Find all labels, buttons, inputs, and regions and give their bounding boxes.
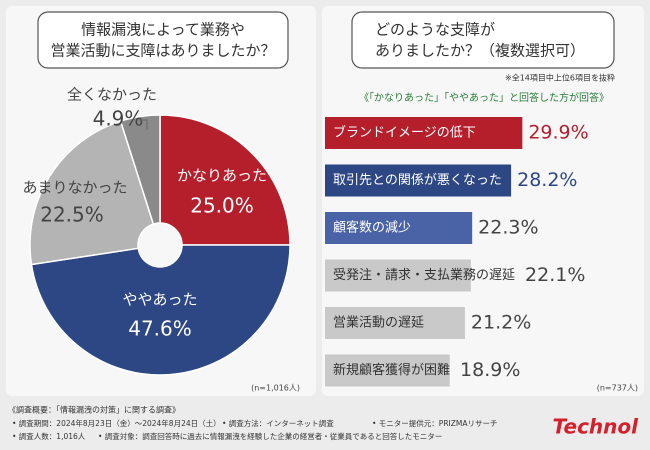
bar	[325, 354, 450, 387]
bar-label: 取引先との関係が悪くなった	[333, 173, 502, 188]
chart-title: 営業活動に支障はありましたか？	[50, 42, 275, 60]
bar-value: 29.9%	[528, 122, 588, 144]
bar	[325, 117, 523, 149]
pie-slice	[119, 114, 161, 225]
title-box	[351, 11, 615, 69]
slice-label: かなりあった	[177, 167, 267, 185]
right-panel	[322, 6, 644, 396]
footer-item: • 調査期間：2024年8月23日（金）～2024年8月24日（土）	[12, 418, 221, 428]
slice-value: 47.6%	[128, 317, 192, 341]
bar-value: 22.3%	[478, 217, 538, 239]
slice-value: 4.9%	[93, 107, 144, 131]
leader-line	[138, 119, 148, 130]
bar	[325, 212, 473, 244]
chart-title: どのような支障が	[375, 21, 495, 39]
bar-label: 顧客数の減少	[333, 220, 411, 236]
pie-slice	[29, 120, 155, 266]
pie-slice	[30, 244, 291, 376]
subtitle: 《「かなりあった」「ややあった」と回答した方が回答》	[359, 91, 609, 104]
slice-label: あまりなかった	[22, 179, 127, 197]
footer-item: • 調査人数：1,016人	[12, 431, 86, 441]
chart-title: 情報漏洩によって業務や	[81, 21, 245, 39]
sample-note: (n=737人)	[597, 384, 638, 393]
slice-value: 22.5%	[40, 203, 104, 227]
bar	[325, 259, 471, 292]
footer-item: • 調査方法：インターネット調査	[222, 418, 334, 428]
bar-label: 新規顧客獲得が困難	[333, 362, 450, 378]
bar-value: 28.2%	[517, 169, 577, 191]
footer-heading: 《調査概要：「情報漏洩の対策」に関する調査》	[8, 405, 180, 415]
bar-value: 18.9%	[460, 359, 520, 381]
bar	[325, 307, 465, 339]
sample-note: (n=1,016人)	[251, 384, 300, 393]
slice-label: ややあった	[122, 291, 197, 309]
note: ※全14項目中上位6項目を抜粋	[505, 73, 615, 83]
footer-item: • モニター提供元：PRIZMAリサーチ	[372, 418, 498, 428]
logo: Technol	[552, 415, 639, 439]
bar-value: 22.1%	[525, 264, 585, 286]
bar-label: ブランドイメージの低下	[333, 125, 476, 141]
chart-title: ありましたか？（複数選択可）	[375, 42, 585, 60]
pie-slice	[159, 114, 291, 246]
title-box	[37, 11, 289, 69]
bar-label: 受発注・請求・支払業務の遅延	[333, 267, 515, 283]
bar	[325, 164, 512, 197]
slice-value: 25.0%	[190, 194, 254, 218]
footer-item: • 調査対象：調査回答時に過去に情報漏洩を経験した企業の経営者・従業員であると回…	[98, 431, 442, 441]
bar-value: 21.2%	[471, 312, 531, 334]
slice-label: 全くなかった	[67, 86, 157, 104]
bar-label: 営業活動の遅延	[333, 315, 424, 331]
